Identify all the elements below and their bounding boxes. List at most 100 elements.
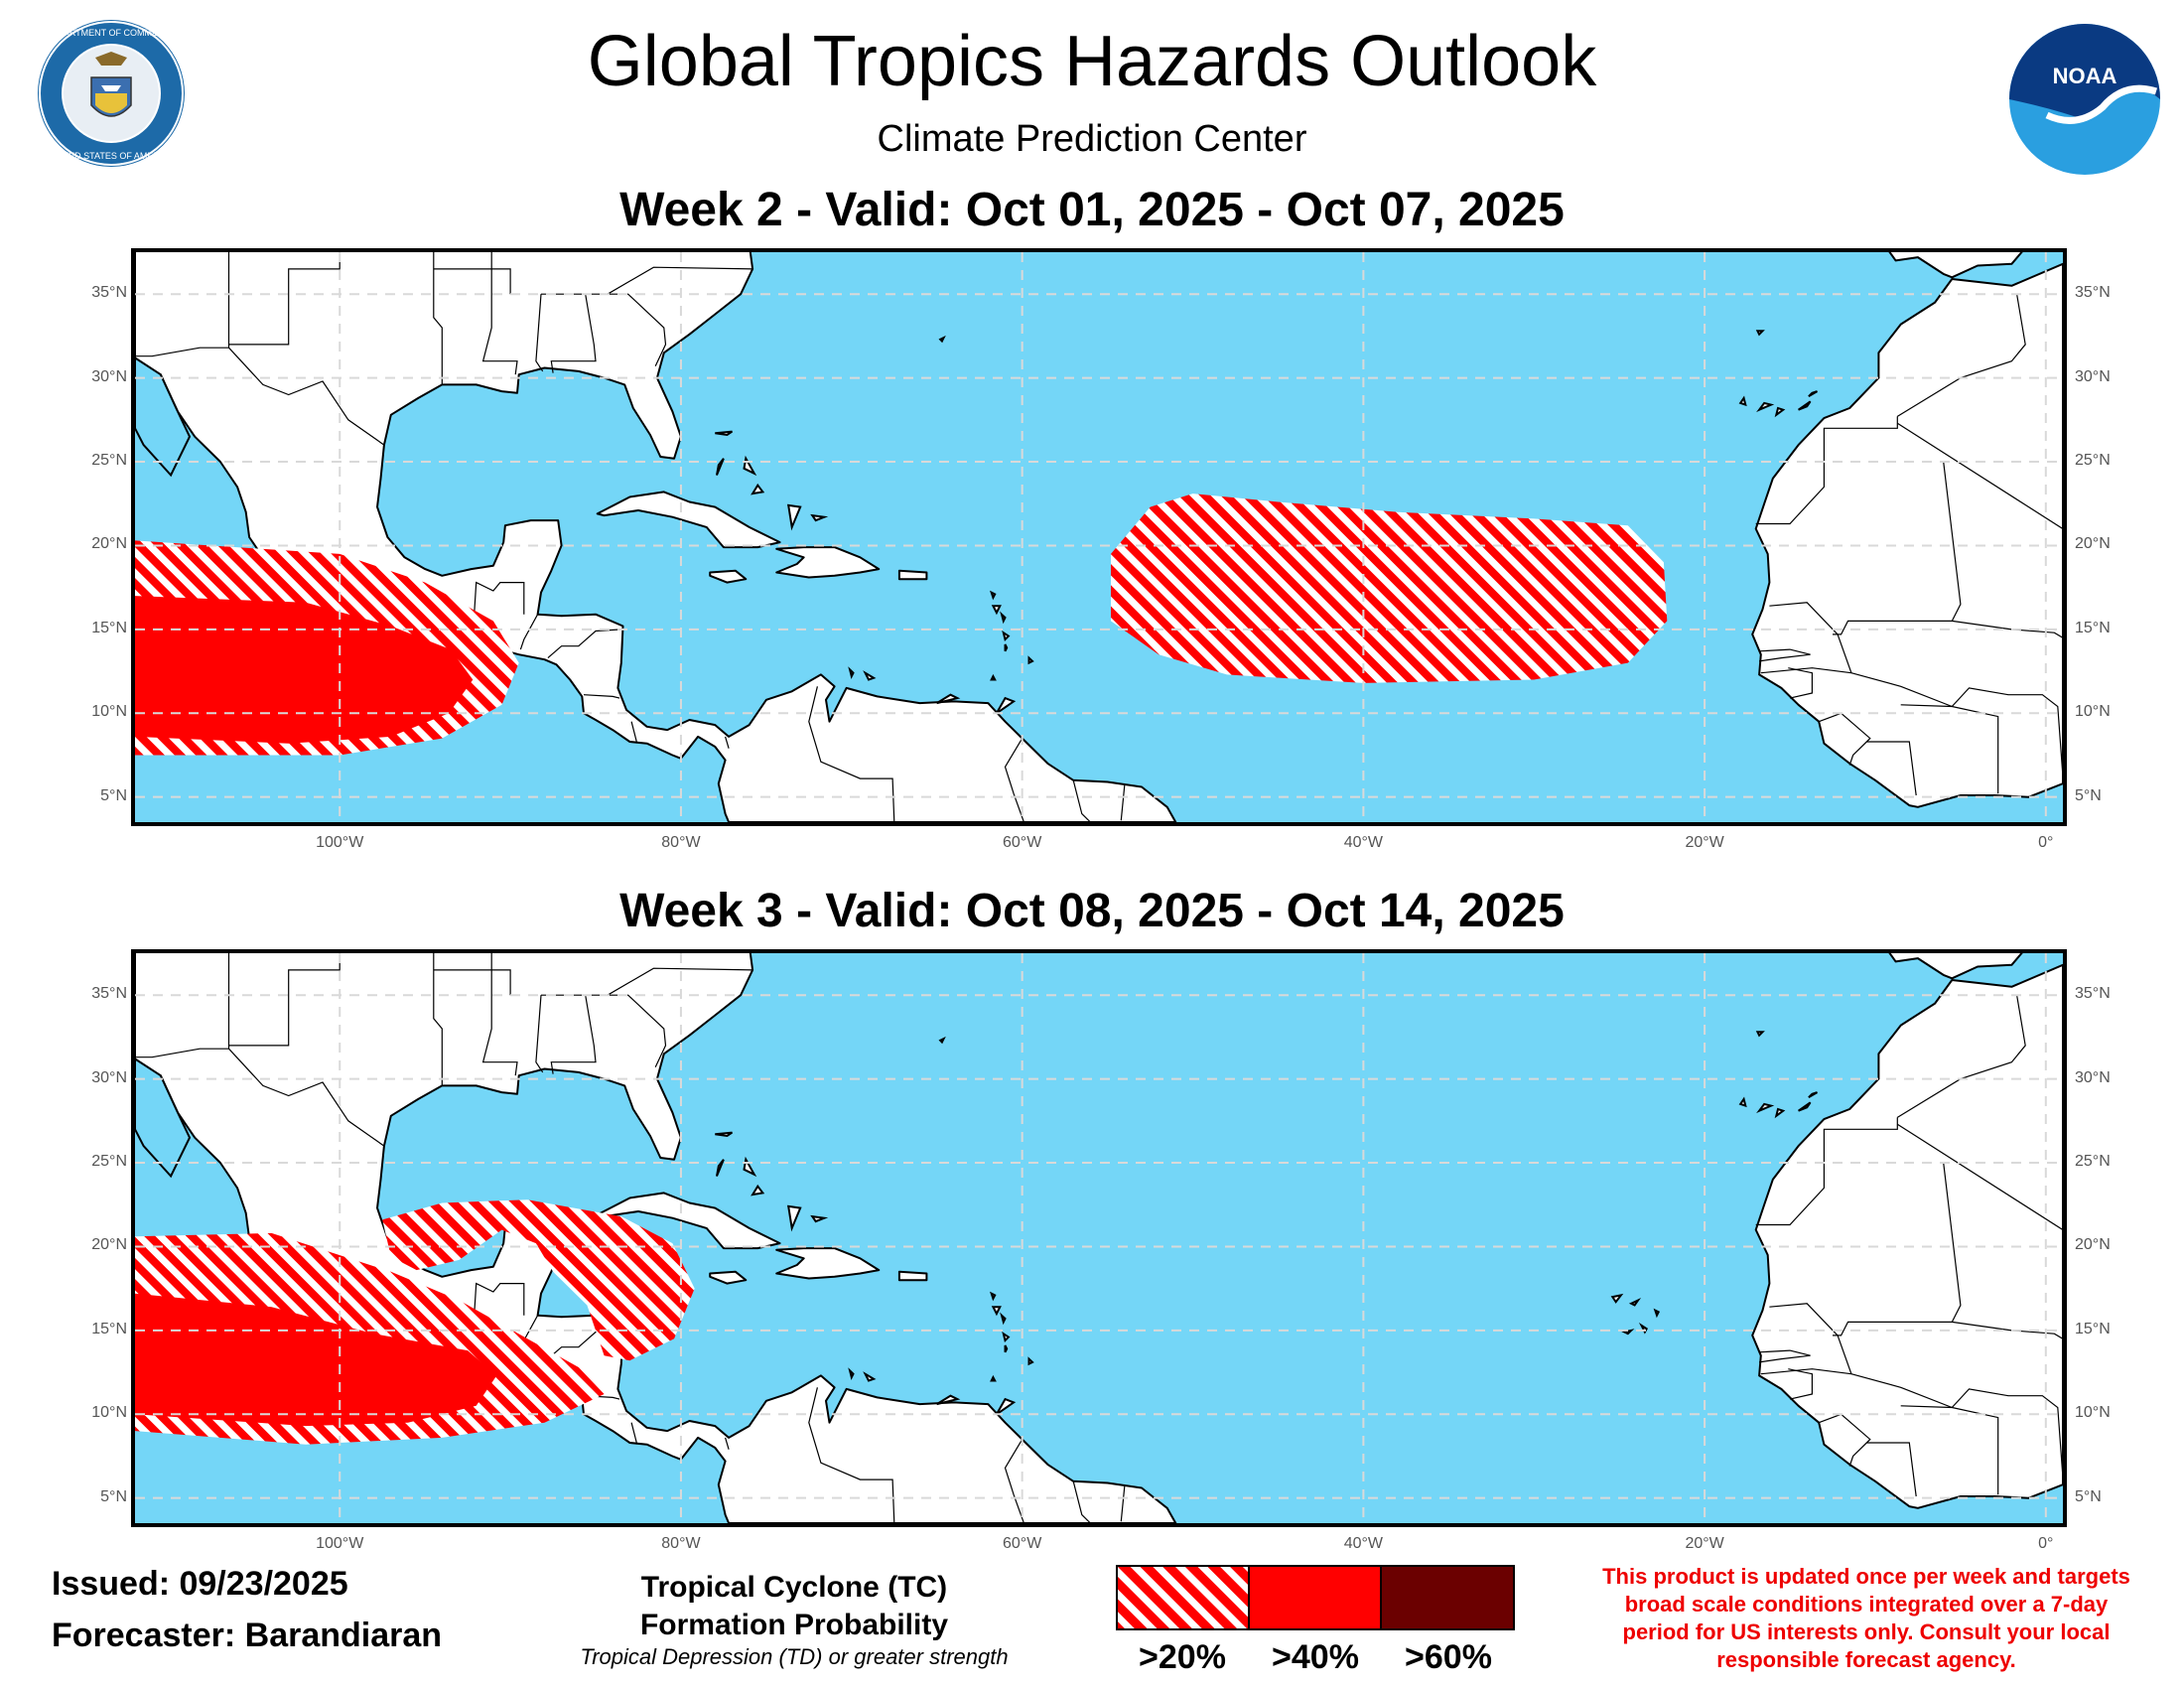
border-line [630,1422,637,1444]
island [716,458,725,476]
lat-tick-label: 25°N [91,1153,127,1171]
lon-tick-label: 80°W [661,1535,701,1552]
border-line [1072,1480,1091,1523]
land-africa [1751,262,2063,808]
island [810,513,829,522]
border-line [1833,1162,1962,1336]
island [863,1371,877,1382]
border-line [1900,1405,1999,1495]
island [1756,401,1775,413]
svg-text:NOAA: NOAA [2053,64,2117,88]
border-line [135,252,230,357]
legend-title-line2: Formation Probability [639,1609,949,1641]
gulf-of-california [135,1057,192,1179]
border-line [481,953,518,1076]
island [1002,1331,1011,1342]
tc-area-gt40 [135,596,474,744]
land-iberia [1888,252,2023,279]
border-line [1120,784,1126,821]
island [751,1184,765,1196]
legend-label-60: >60% [1405,1638,1492,1676]
island [1808,1091,1819,1099]
lat-tick-label: 35°N [2075,284,2111,302]
border-line [1818,1413,1871,1467]
island [848,666,855,679]
island [786,503,802,531]
border-line [547,629,621,659]
border-line [1120,1485,1126,1522]
island [938,1036,946,1045]
island [1738,395,1747,407]
border-line [535,995,544,1073]
border-line [1755,416,1898,525]
island [936,693,961,705]
gulf-of-california [135,356,192,478]
lat-tick-label: 15°N [2075,619,2111,636]
lon-tick-label: 60°W [1003,834,1042,851]
border-line [1896,422,2063,530]
border-line [1866,741,1917,796]
border-line [550,995,597,1074]
lon-tick-label: 20°W [1685,1535,1724,1552]
island [1798,1101,1812,1112]
issued-date: Issued: 09/23/2025 [52,1565,348,1603]
border-line [1004,1439,1024,1523]
island [996,1397,1017,1416]
lon-tick-label: 0° [2038,834,2054,851]
lon-tick-label: 40°W [1343,834,1384,851]
land-africa [1751,963,2063,1509]
island [1027,1356,1034,1366]
border-line [1833,461,1962,635]
island [1755,1031,1765,1038]
land-hispaniola [775,1247,881,1280]
lon-tick-label: 40°W [1343,1535,1384,1552]
border-line [519,614,539,650]
island [1628,1297,1642,1307]
border-line [433,969,511,996]
week2-title: Week 2 - Valid: Oct 01, 2025 - Oct 07, 2… [619,184,1565,236]
lat-tick-label: 25°N [2075,1153,2111,1171]
graticule [135,252,2063,822]
lat-tick-label: 15°N [2075,1320,2111,1337]
island [1004,643,1009,652]
border-line [472,1282,525,1337]
land-hispaniola [775,546,881,579]
tc-area-gt40 [135,1293,497,1427]
border-line [1755,1117,1898,1226]
border-line [1951,687,2063,777]
border-line [550,294,597,373]
page-subtitle: Climate Prediction Center [877,118,1307,160]
border-line [1850,672,1953,708]
lat-tick-label: 20°N [91,535,127,553]
political-boundaries [135,953,2063,1523]
island [990,1374,997,1382]
lat-tick-label: 25°N [91,452,127,470]
border-line [228,1048,385,1147]
week2-map [131,248,2067,826]
border-line [433,268,511,295]
graticule [135,953,2063,1523]
border-line [1788,667,1814,699]
island [786,1204,802,1232]
week3-map-canvas [135,953,2063,1523]
legend-label-40: >40% [1272,1638,1359,1676]
border-line [607,266,753,295]
island [990,1291,997,1302]
island [810,1214,829,1223]
border-line [1866,1442,1917,1497]
lon-tick-label: 100°W [316,1535,364,1552]
noaa-logo: NOAA [2009,24,2160,175]
island [715,430,734,437]
border-line [583,694,620,699]
lat-tick-label: 20°N [2075,535,2111,553]
svg-text:UNITED STATES OF AMERICA: UNITED STATES OF AMERICA [48,151,175,161]
border-line [808,686,895,822]
lat-tick-label: 20°N [2075,1236,2111,1254]
border-line [433,953,443,1086]
island [1774,1107,1786,1119]
border-line [535,294,544,372]
disclaimer-line2: broad scale conditions integrated over a… [1624,1592,2109,1617]
page-title: Global Tropics Hazards Outlook [587,22,1597,101]
week3-map [131,949,2067,1527]
island [1738,1096,1747,1108]
